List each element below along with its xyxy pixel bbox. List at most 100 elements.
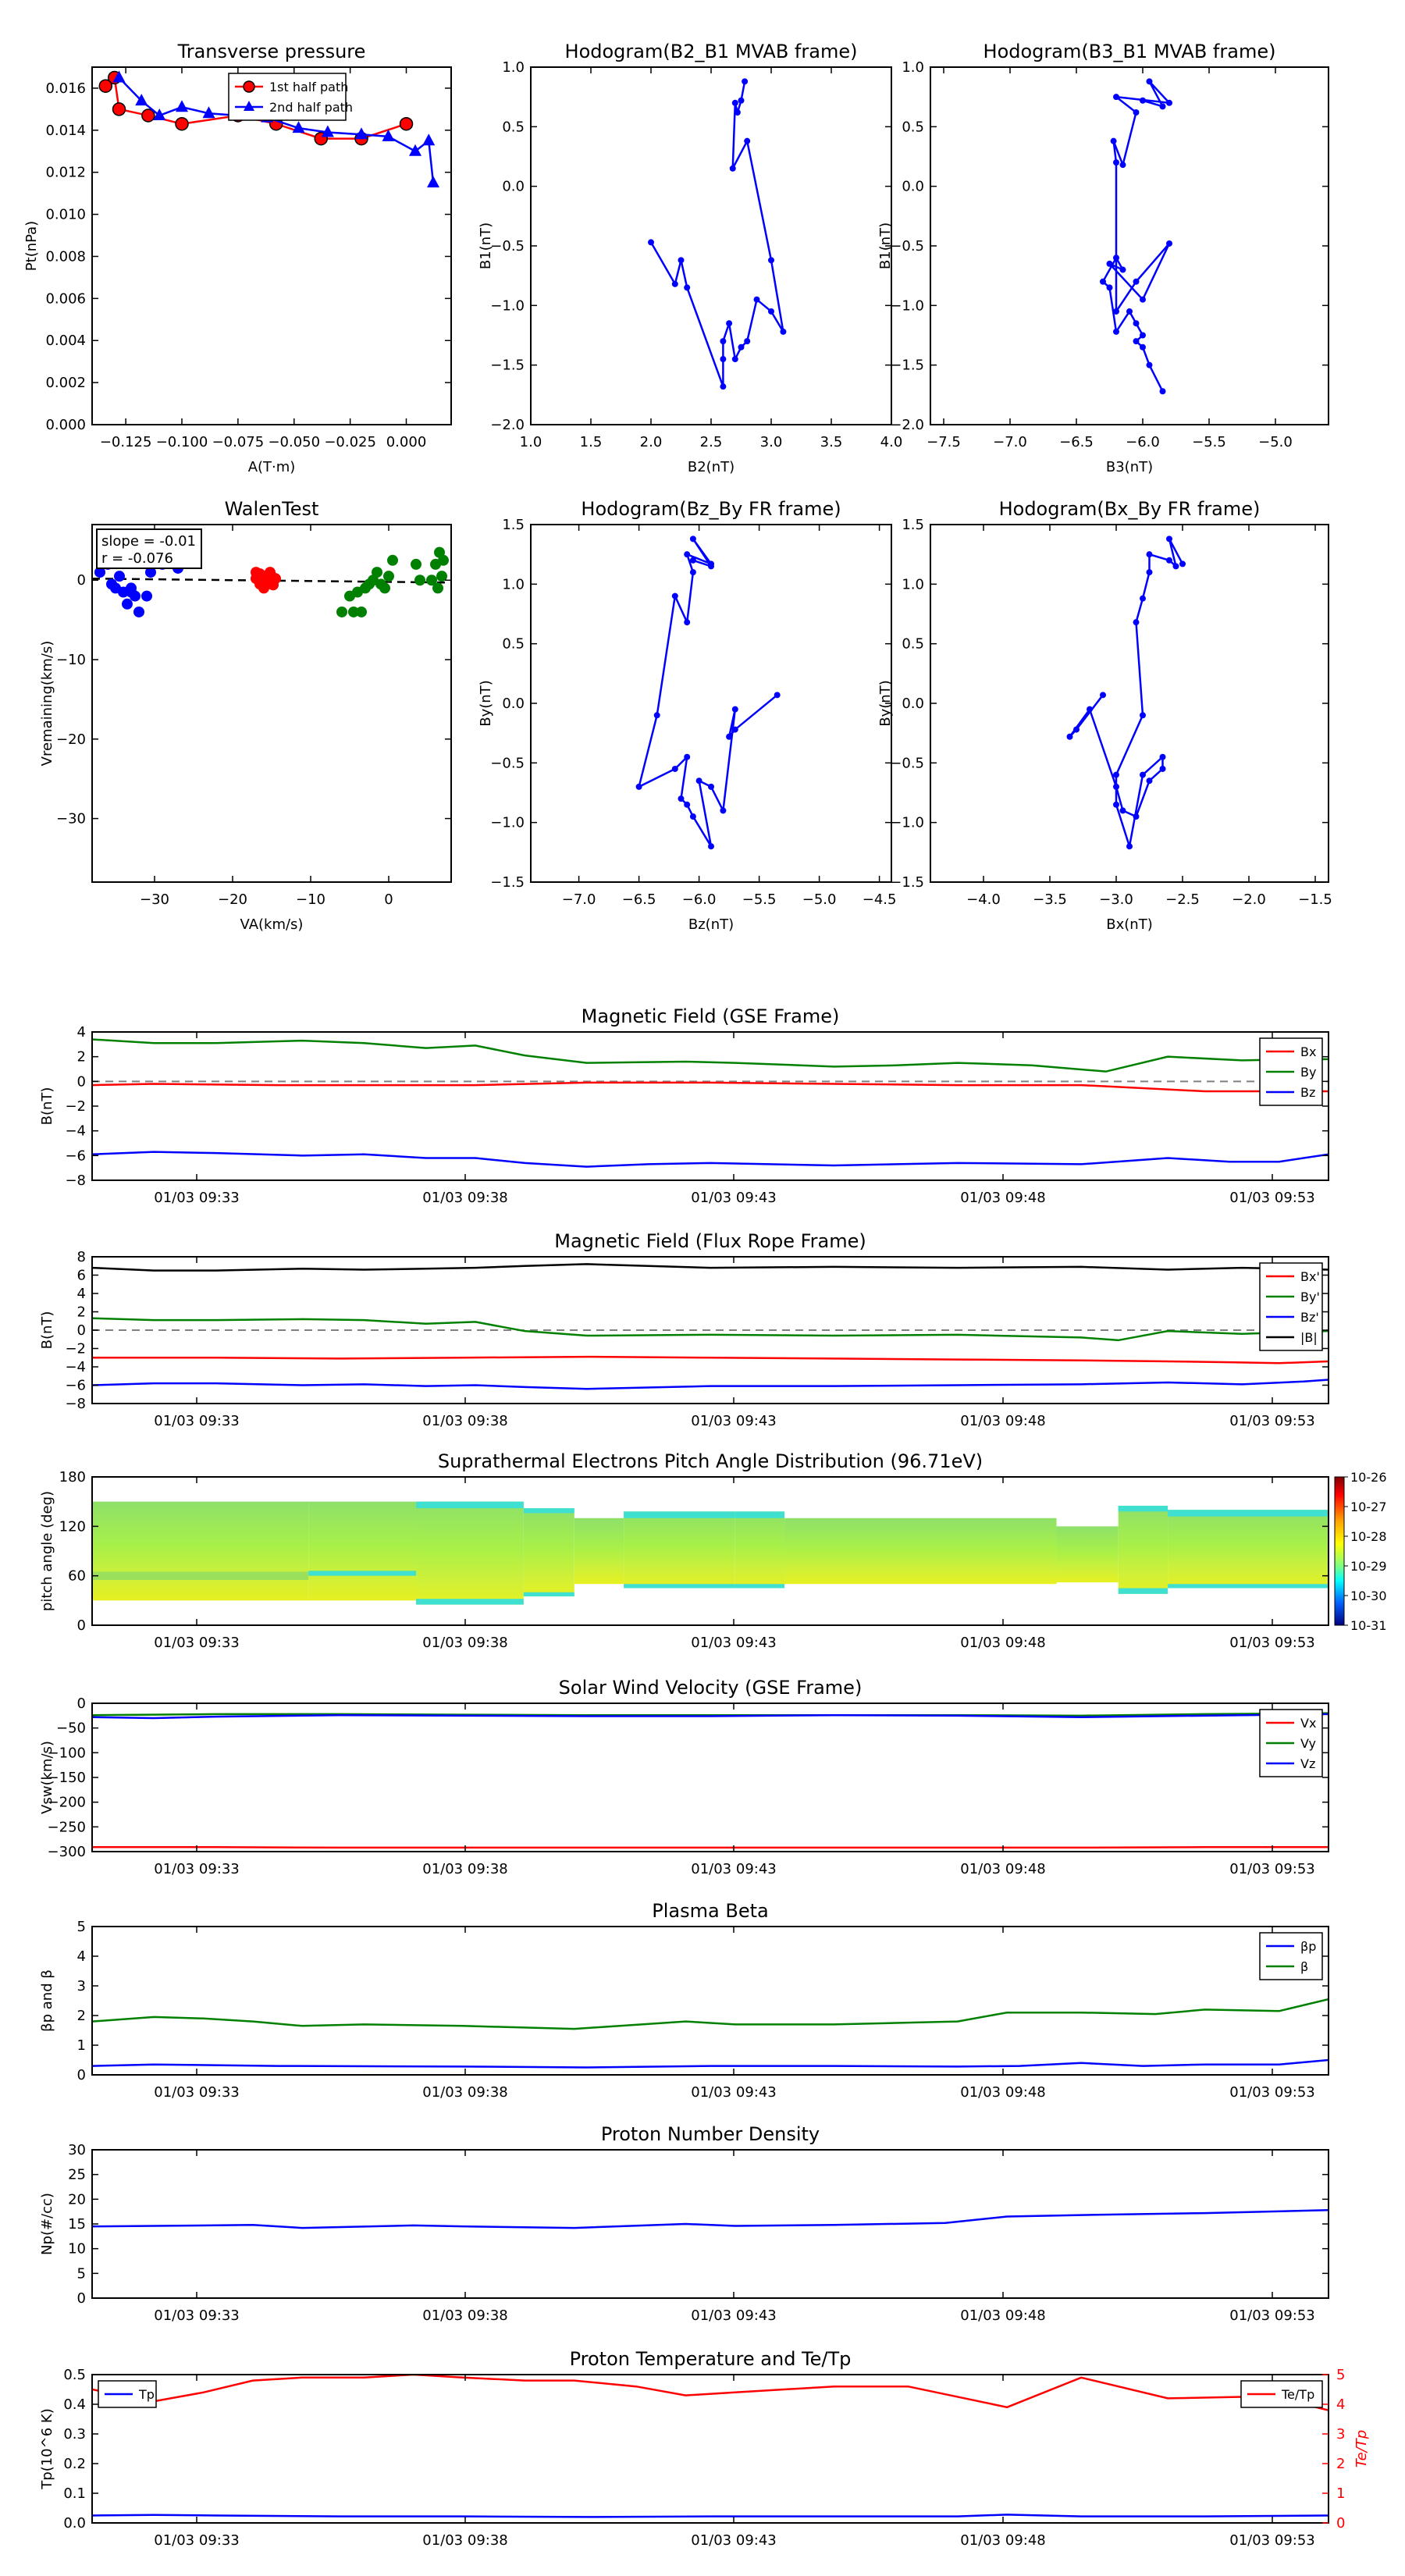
chart-t1: Magnetic Field (GSE Frame) 01/03 09:33 01/…: [39, 1005, 1329, 1206]
colorbar-tick-label: 10-31: [1350, 1618, 1387, 1633]
y-tick-label: 0.5: [63, 2367, 86, 2383]
legend-label: Bz: [1300, 1085, 1315, 1100]
data-marker: [1113, 771, 1119, 778]
data-marker: [1146, 569, 1153, 576]
x-tick-label: 01/03 09:33: [154, 2307, 239, 2324]
series-line: [118, 76, 435, 183]
data-marker: [1119, 162, 1126, 169]
x-tick-label: 01/03 09:38: [422, 2532, 507, 2549]
x-tick-label: 3.5: [820, 434, 843, 450]
chart-title: Hodogram(B3_B1 MVAB frame): [984, 41, 1276, 62]
data-marker: [648, 239, 654, 246]
y-tick-label: 10: [68, 2241, 86, 2258]
y-tick-label: 20: [68, 2191, 86, 2208]
series-line: [1101, 80, 1172, 392]
series-line: [637, 538, 778, 847]
series-line: [92, 1081, 1329, 1093]
data-marker: [738, 97, 745, 104]
chart-title: Hodogram(Bz_By FR frame): [581, 498, 841, 520]
x-tick-label: 01/03 09:48: [960, 2307, 1045, 2324]
data-marker: [738, 343, 745, 350]
y-axis-label: Pt(nPa): [23, 221, 40, 271]
data-marker: [731, 99, 738, 106]
x-tick-label: 01/03 09:53: [1229, 2084, 1314, 2101]
y-axis-label: pitch angle (deg): [39, 1491, 55, 1611]
legend-label: |B|: [1300, 1330, 1318, 1345]
y-tick-label: 0.3: [63, 2426, 86, 2443]
scatter-point: [126, 586, 137, 598]
y-tick-label-right: 1: [1336, 2485, 1345, 2502]
x-tick-label: 01/03 09:38: [422, 2307, 507, 2324]
data-marker: [1119, 266, 1126, 273]
y-axis-label: B1(nT): [478, 222, 494, 269]
plot-area: [92, 1501, 1329, 1605]
series-line: [92, 1263, 1329, 1272]
series-line: [92, 2209, 1329, 2229]
heatmap-cell: [1118, 1505, 1168, 1594]
x-tick-label: −6.5: [1059, 434, 1094, 450]
data-marker: [112, 102, 126, 116]
x-tick-label: −6.0: [1126, 434, 1160, 450]
x-tick-label: −2.5: [1165, 891, 1200, 908]
data-marker: [321, 125, 334, 137]
y-tick-label: 0.2: [63, 2456, 86, 2472]
y-tick-label: −10: [56, 652, 86, 668]
x-axis-label: B2(nT): [688, 459, 735, 475]
annotation-text: r = -0.076: [101, 550, 173, 567]
y-tick-label: −250: [48, 1819, 86, 1835]
x-tick-label: 01/03 09:48: [960, 1635, 1045, 1651]
chart-title: Proton Number Density: [601, 2123, 820, 2145]
series-line: [92, 1713, 1329, 1720]
chart-title: Magnetic Field (GSE Frame): [582, 1005, 840, 1027]
y-tick-label: 30: [68, 2142, 86, 2158]
x-tick-label: −20: [218, 891, 247, 908]
data-marker: [1113, 254, 1119, 262]
legend-label: 2nd half path: [269, 100, 353, 115]
y-tick-label: −2: [65, 1341, 86, 1357]
heatmap-spot: [1118, 1505, 1168, 1512]
y-tick-label: −6: [65, 1147, 86, 1164]
heatmap-spot: [1118, 1588, 1168, 1594]
x-tick-label: 01/03 09:53: [1229, 1861, 1314, 1877]
chart-title: Hodogram(Bx_By FR frame): [999, 498, 1261, 520]
y-tick-label: 5: [77, 1919, 86, 1935]
y-axis-label: Np(#/cc): [39, 2193, 55, 2255]
data-marker: [1166, 557, 1172, 564]
y-tick-label: 25: [68, 2167, 86, 2183]
y-axis-label-right: Te/Tp: [1353, 2430, 1370, 2467]
heatmap-spot: [735, 1584, 785, 1589]
series-line: [92, 1712, 1329, 1717]
plot-area: [92, 2209, 1329, 2229]
plot-frame: [930, 524, 1329, 883]
plot-area: [92, 1038, 1329, 1168]
data-marker: [695, 777, 702, 785]
y-tick-label: 1.0: [902, 576, 924, 592]
data-marker: [176, 100, 188, 112]
chart-p5: Hodogram(Bz_By FR frame) −7.0 −6.5 −6.0 −5.5…: [478, 498, 896, 933]
x-tick-label: −4.0: [966, 891, 1001, 908]
y-tick-label: −300: [48, 1844, 86, 1860]
chart-title: WalenTest: [225, 498, 319, 520]
data-marker: [292, 121, 305, 133]
data-marker: [731, 706, 738, 713]
heatmap-cell: [574, 1517, 624, 1585]
y-tick-label: 1.5: [502, 517, 525, 533]
y-tick-label: 4: [77, 1286, 86, 1302]
chart-t3: Suprathermal Electrons Pitch Angle Distr…: [39, 1450, 1387, 1651]
x-tick-label: −7.0: [993, 434, 1027, 450]
y-tick-label: −2.0: [890, 417, 924, 433]
y-tick-label: −0.5: [890, 238, 924, 254]
y-tick-label: −20: [56, 731, 86, 748]
y-tick-label: 0.012: [45, 165, 86, 181]
y-tick-label: 0.0: [902, 696, 924, 712]
heatmap-cell: [92, 1501, 309, 1601]
data-marker: [684, 284, 691, 291]
y-tick-label: −100: [48, 1745, 86, 1761]
data-marker: [671, 592, 678, 600]
plot-area: [92, 1712, 1329, 1849]
colorbar-tick-label: 10-29: [1350, 1559, 1387, 1574]
data-marker: [1133, 338, 1140, 345]
data-marker: [684, 801, 691, 808]
y-tick-label: −6: [65, 1378, 86, 1394]
y-tick-label: 0: [77, 1695, 86, 1712]
